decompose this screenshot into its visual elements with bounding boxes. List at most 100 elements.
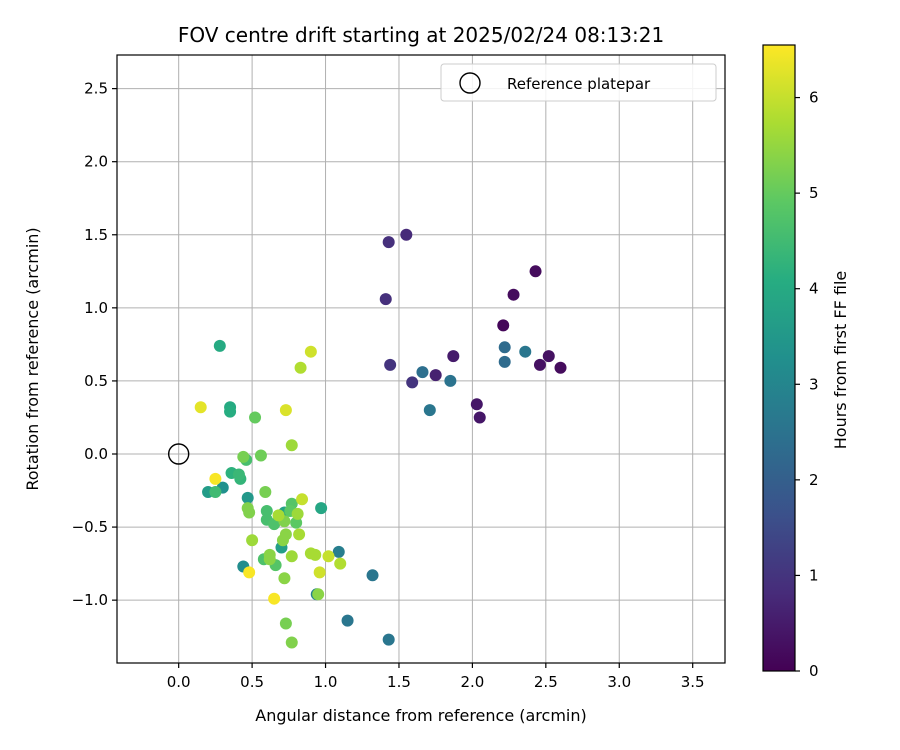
data-point — [279, 404, 292, 417]
data-point — [382, 633, 395, 646]
data-point — [246, 534, 259, 547]
y-tick-label: 1.0 — [84, 299, 108, 317]
data-point — [315, 502, 328, 515]
reference-point-marker — [167, 443, 190, 465]
x-tick-label: 0.0 — [167, 673, 191, 691]
data-point — [209, 472, 222, 485]
x-axis-ticks: 0.0 0.5 1.0 1.5 2.0 2.5 3.0 3.5 — [167, 663, 705, 691]
data-point — [249, 411, 262, 424]
data-point — [268, 592, 281, 605]
data-point — [498, 355, 511, 368]
data-point — [382, 236, 395, 249]
data-point — [237, 450, 250, 463]
y-tick-label: −0.5 — [72, 518, 108, 536]
data-point — [529, 265, 542, 278]
data-point — [313, 566, 326, 579]
data-point — [259, 486, 272, 498]
data-point — [444, 374, 457, 387]
data-point — [312, 588, 325, 601]
x-tick-label: 2.5 — [534, 673, 558, 691]
data-point — [498, 341, 511, 354]
data-point — [334, 557, 347, 570]
x-tick-label: 1.5 — [387, 673, 411, 691]
data-point — [554, 361, 567, 374]
colorbar-tick-label: 6 — [809, 89, 819, 107]
data-point — [304, 345, 317, 358]
data-point — [263, 553, 276, 566]
data-point — [341, 614, 354, 627]
colorbar-tick-label: 5 — [809, 184, 819, 202]
y-tick-label: 1.5 — [84, 226, 108, 244]
data-point — [276, 534, 289, 547]
data-point — [293, 528, 306, 541]
data-point — [332, 545, 345, 558]
colorbar-tick-label: 4 — [809, 280, 819, 298]
grid — [117, 55, 725, 663]
data-point — [400, 228, 413, 241]
data-point — [209, 486, 222, 498]
data-point — [497, 319, 510, 332]
data-point — [254, 449, 267, 462]
data-point — [447, 350, 460, 363]
x-tick-label: 3.0 — [607, 673, 631, 691]
reference-marker — [167, 443, 190, 465]
data-point — [416, 366, 429, 379]
legend: Reference platepar — [440, 63, 717, 102]
legend-box — [440, 63, 717, 102]
data-point — [322, 550, 335, 563]
colorbar-ticks: 0 1 2 3 4 5 6 — [795, 89, 819, 680]
data-point — [473, 411, 486, 424]
y-tick-label: 2.0 — [84, 153, 108, 171]
colorbar-tick-label: 0 — [809, 662, 819, 680]
data-point — [285, 550, 298, 563]
colorbar-tick-label: 1 — [809, 566, 819, 584]
data-point — [384, 358, 397, 371]
data-point — [278, 572, 291, 585]
data-point — [309, 548, 322, 561]
y-axis-label: Rotation from reference (arcmin) — [23, 227, 42, 490]
data-point — [243, 506, 256, 519]
y-tick-label: −1.0 — [72, 591, 108, 609]
legend-marker-reference — [459, 72, 481, 94]
data-point — [213, 339, 226, 352]
plot-frame — [116, 54, 726, 664]
colorbar-fill — [763, 45, 795, 671]
data-point — [542, 350, 555, 363]
data-point — [296, 493, 309, 506]
legend-label-reference: Reference platepar — [507, 75, 651, 93]
data-point — [260, 505, 273, 517]
data-point — [243, 566, 256, 579]
data-point — [533, 358, 546, 371]
data-point — [279, 617, 292, 630]
x-tick-label: 2.0 — [460, 673, 484, 691]
colorbar-tick-label: 3 — [809, 375, 819, 393]
y-tick-label: 2.5 — [84, 80, 108, 98]
data-point — [194, 401, 207, 414]
data-point — [470, 398, 483, 411]
y-tick-label: 0.0 — [84, 445, 108, 463]
data-point — [406, 376, 419, 389]
colorbar-label: Hours from first FF file — [831, 271, 850, 450]
x-tick-label: 0.5 — [240, 673, 264, 691]
data-point — [429, 369, 442, 382]
data-point — [224, 405, 237, 418]
data-point — [285, 439, 298, 452]
data-point — [272, 509, 285, 522]
data-point — [423, 404, 436, 417]
y-axis-ticks: −1.0 −0.5 0.0 0.5 1.0 1.5 2.0 2.5 — [72, 80, 117, 609]
data-point — [232, 468, 245, 481]
x-tick-label: 1.0 — [314, 673, 338, 691]
colorbar-frame — [762, 44, 796, 672]
data-point — [241, 491, 254, 504]
colorbar-tick-label: 2 — [809, 471, 819, 489]
data-point — [379, 293, 392, 306]
data-point — [294, 361, 307, 374]
x-tick-label: 3.5 — [681, 673, 705, 691]
chart-title: FOV centre drift starting at 2025/02/24 … — [178, 23, 664, 47]
colorbar: 0 1 2 3 4 5 6 Hours from first FF file — [762, 44, 850, 680]
data-point — [366, 569, 379, 582]
y-tick-label: 0.5 — [84, 372, 108, 390]
data-point — [285, 636, 298, 649]
data-points — [194, 228, 567, 649]
data-point — [519, 345, 532, 358]
